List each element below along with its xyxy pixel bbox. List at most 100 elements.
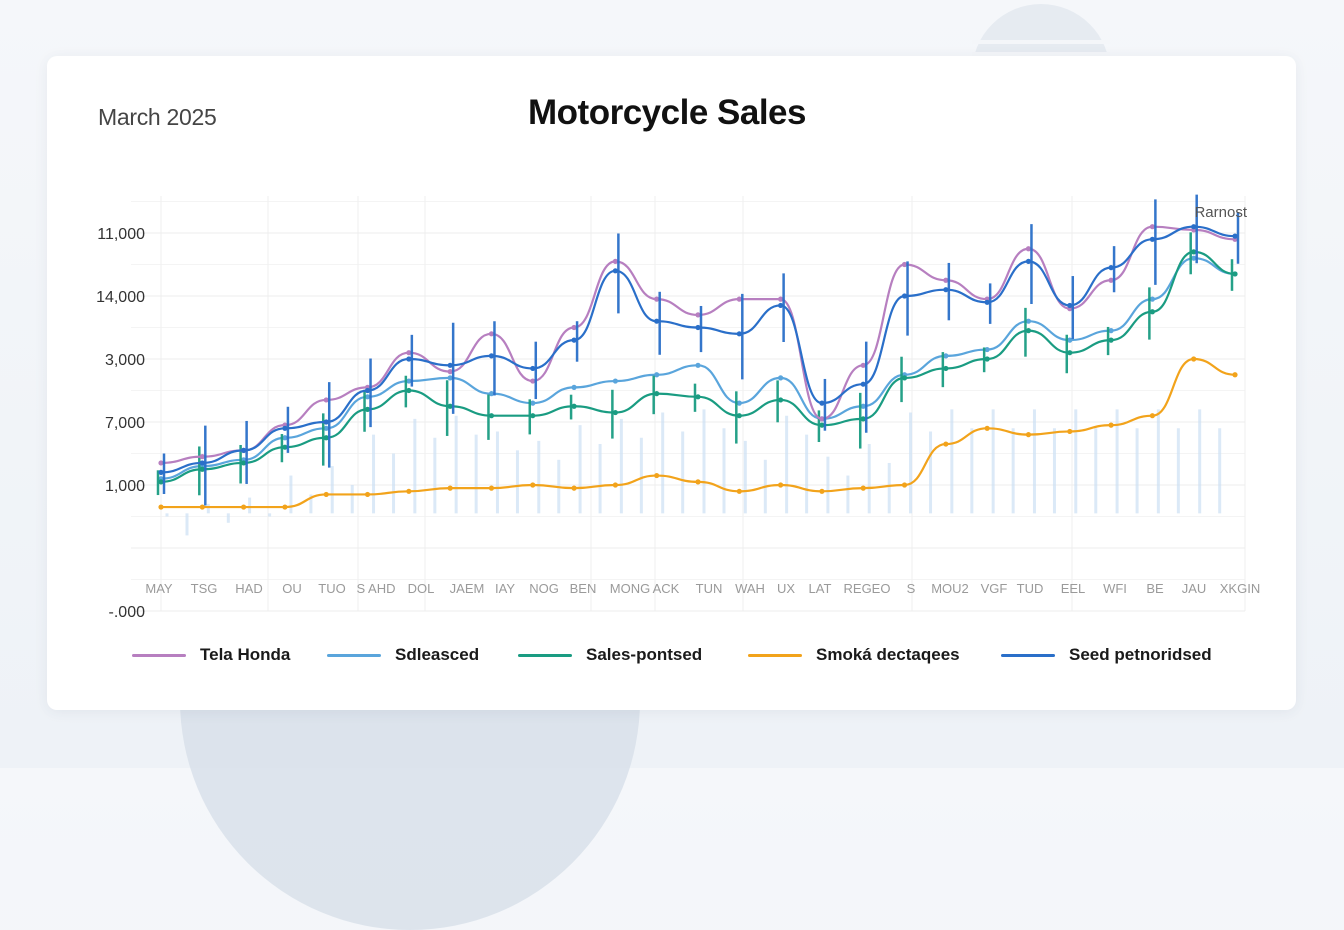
legend-item[interactable]: Seed petnoridsed bbox=[1001, 642, 1212, 668]
data-point bbox=[654, 296, 660, 302]
x-tick-label: TUD bbox=[1017, 581, 1044, 596]
data-point bbox=[984, 425, 990, 431]
data-point bbox=[819, 488, 825, 494]
data-point bbox=[447, 369, 453, 375]
data-point bbox=[323, 491, 329, 498]
data-point bbox=[447, 375, 453, 381]
data-point bbox=[1067, 350, 1073, 356]
data-point bbox=[778, 296, 784, 302]
data-point bbox=[241, 447, 247, 453]
data-point bbox=[158, 460, 164, 466]
series-layer bbox=[156, 194, 1240, 510]
data-point bbox=[488, 331, 495, 337]
data-point bbox=[943, 277, 949, 283]
data-point bbox=[1108, 277, 1114, 283]
legend-label: Sales-pontsed bbox=[586, 645, 703, 664]
data-point bbox=[199, 454, 205, 460]
data-point bbox=[778, 397, 784, 403]
x-tick-label: TSG bbox=[191, 581, 218, 596]
data-point bbox=[901, 293, 908, 299]
data-point bbox=[695, 394, 701, 400]
data-point bbox=[447, 485, 453, 491]
legend-item[interactable]: Sdleasced bbox=[327, 642, 479, 668]
data-point bbox=[1149, 296, 1155, 302]
data-point bbox=[282, 425, 288, 431]
x-tick-label: ACK bbox=[653, 581, 680, 596]
legend-label: Sdleasced bbox=[395, 645, 480, 664]
x-tick-label: VGF bbox=[981, 581, 1008, 596]
data-point bbox=[819, 416, 825, 422]
series-line bbox=[160, 225, 1236, 474]
legend-swatch bbox=[132, 653, 186, 657]
data-point bbox=[1232, 271, 1238, 277]
data-point bbox=[736, 488, 742, 494]
chart-card bbox=[47, 56, 1296, 710]
series-line bbox=[160, 257, 1236, 480]
data-point bbox=[406, 387, 412, 394]
data-point bbox=[984, 299, 990, 305]
data-point bbox=[158, 469, 164, 475]
data-point bbox=[571, 384, 577, 390]
data-point bbox=[612, 409, 618, 416]
data-point bbox=[488, 413, 495, 419]
data-point bbox=[364, 387, 371, 394]
x-tick-label: UX bbox=[777, 581, 795, 596]
legend-item[interactable]: Tela Honda bbox=[132, 642, 290, 668]
data-point bbox=[282, 504, 288, 510]
data-point bbox=[1108, 328, 1114, 334]
data-point bbox=[1191, 255, 1197, 261]
y-tick-label: 3,000 bbox=[105, 352, 145, 369]
data-point bbox=[406, 356, 412, 362]
y-tick-label: 11,000 bbox=[97, 226, 145, 243]
data-point bbox=[530, 365, 536, 372]
chart-title: Motorcycle Sales bbox=[528, 93, 806, 132]
data-point bbox=[819, 400, 825, 406]
data-point bbox=[612, 258, 618, 264]
background-stripe bbox=[972, 40, 1110, 44]
x-tick-label: NOG bbox=[529, 581, 559, 596]
y-tick-label: 1,000 bbox=[105, 478, 145, 495]
x-tick-label: BEN bbox=[570, 581, 597, 596]
legend-swatch bbox=[1001, 653, 1055, 657]
data-point bbox=[819, 422, 825, 428]
date-label: March 2025 bbox=[98, 104, 217, 130]
x-tick-label: EEL bbox=[1061, 581, 1086, 596]
data-point bbox=[241, 504, 247, 510]
data-point bbox=[158, 479, 164, 485]
data-point bbox=[1108, 337, 1114, 343]
data-point bbox=[530, 482, 536, 488]
legend-item[interactable]: Sales-pontsed bbox=[518, 642, 702, 668]
data-point bbox=[943, 441, 949, 447]
data-point bbox=[488, 353, 495, 359]
x-tick-label: OU bbox=[282, 581, 302, 596]
x-tick-label: S bbox=[907, 581, 916, 596]
data-point bbox=[1191, 249, 1197, 255]
legend-label: Smoká dectaqees bbox=[816, 645, 960, 664]
y-tick-label: 7,000 bbox=[105, 415, 145, 432]
data-point bbox=[364, 406, 371, 412]
data-point bbox=[778, 482, 784, 488]
data-point bbox=[860, 403, 866, 409]
x-tick-label: WAH bbox=[735, 581, 765, 596]
annotation-label: Rarnost bbox=[1194, 204, 1247, 221]
data-point bbox=[1025, 258, 1032, 264]
data-point bbox=[158, 504, 164, 510]
data-point bbox=[447, 362, 453, 368]
legend-item[interactable]: Smoká dectaqees bbox=[748, 642, 960, 668]
x-tick-label: REGEO bbox=[844, 581, 891, 596]
data-point bbox=[943, 365, 949, 372]
data-point bbox=[1149, 236, 1155, 242]
x-tick-label: MONG bbox=[610, 581, 650, 596]
data-point bbox=[241, 460, 247, 466]
data-point bbox=[364, 491, 371, 498]
data-point bbox=[1025, 318, 1032, 324]
data-point bbox=[530, 400, 536, 406]
legend-swatch bbox=[518, 653, 572, 657]
background-stripe bbox=[972, 52, 1110, 56]
data-point bbox=[406, 378, 412, 384]
data-point bbox=[1025, 246, 1032, 252]
data-point bbox=[530, 413, 536, 419]
x-tick-label: JAU bbox=[1182, 581, 1207, 596]
data-point bbox=[1108, 422, 1114, 428]
data-point bbox=[199, 466, 205, 472]
